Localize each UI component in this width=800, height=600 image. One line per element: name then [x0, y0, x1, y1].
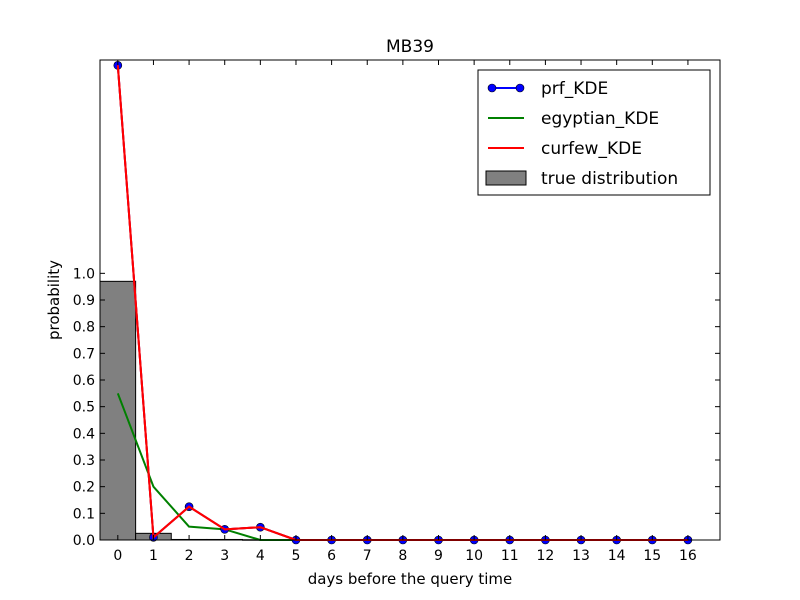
y-tick-label: 0.0 [73, 533, 95, 549]
x-axis-ticks: 0 1 2 3 4 5 6 7 8 9 10 11 12 13 14 15 16 [113, 60, 697, 564]
x-tick-label: 16 [679, 548, 697, 564]
x-tick-label: 9 [434, 548, 443, 564]
y-axis-ticks: 0.0 0.1 0.2 0.3 0.4 0.5 0.6 0.7 0.8 0.9 1.0 [73, 266, 720, 549]
legend-swatch-true-distribution [485, 170, 527, 186]
x-tick-label: 5 [292, 548, 301, 564]
x-tick-label: 12 [536, 548, 554, 564]
bar-true-distribution [99, 280, 137, 541]
x-tick-label: 14 [608, 548, 626, 564]
y-tick-label: 0.8 [73, 320, 95, 336]
y-tick-label: 0.4 [73, 426, 95, 442]
y-tick-label: 0.5 [73, 400, 95, 416]
x-axis-label: days before the query time [308, 570, 513, 588]
legend-label: true distribution [541, 169, 678, 189]
y-tick-label: 0.3 [73, 453, 95, 469]
x-tick-label: 3 [220, 548, 229, 564]
x-tick-label: 2 [185, 548, 194, 564]
y-tick-label: 0.6 [73, 373, 95, 389]
chart-title: MB39 [386, 37, 434, 57]
legend-label: prf_KDE [541, 79, 608, 99]
x-tick-label: 0 [113, 548, 122, 564]
x-tick-label: 1 [149, 548, 158, 564]
x-tick-label: 8 [398, 548, 407, 564]
y-tick-label: 0.2 [73, 480, 95, 496]
x-tick-label: 15 [643, 548, 661, 564]
legend-marker-right [515, 83, 525, 93]
x-tick-label: 4 [256, 548, 265, 564]
x-tick-label: 11 [501, 548, 519, 564]
legend-label: egyptian_KDE [541, 109, 659, 129]
x-tick-label: 10 [465, 548, 483, 564]
x-tick-label: 13 [572, 548, 590, 564]
y-tick-label: 0.7 [73, 346, 95, 362]
legend-label: curfew_KDE [541, 139, 642, 159]
legend-marker-left [487, 83, 497, 93]
y-tick-label: 1.0 [73, 266, 95, 282]
x-tick-label: 6 [327, 548, 336, 564]
y-tick-label: 0.9 [73, 293, 95, 309]
x-tick-label: 7 [363, 548, 372, 564]
y-tick-label: 0.1 [73, 506, 95, 522]
y-axis-label: probability [45, 260, 63, 340]
